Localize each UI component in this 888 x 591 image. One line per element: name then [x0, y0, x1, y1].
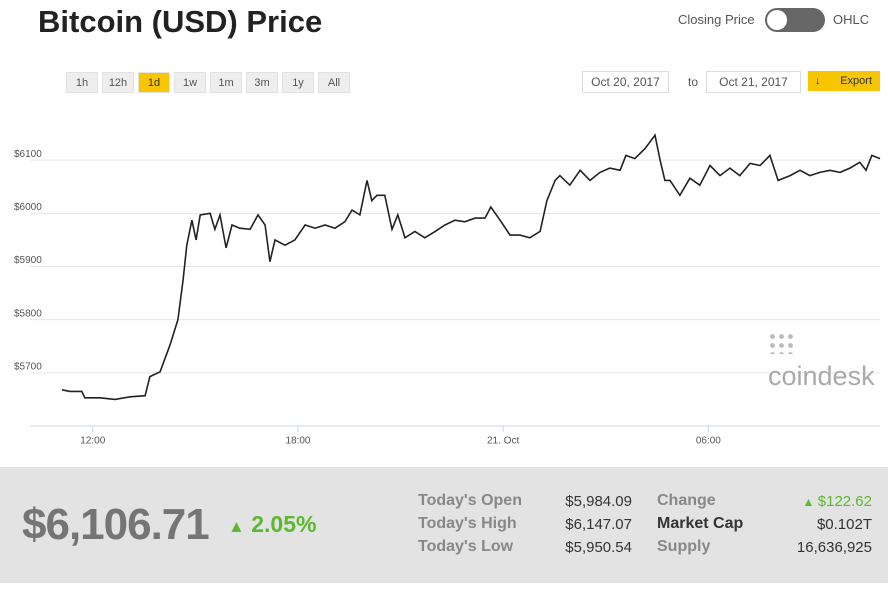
- logo-icon: [768, 332, 796, 354]
- x-tick-label: 12:00: [80, 436, 105, 447]
- range-button[interactable]: 1w: [174, 72, 206, 93]
- export-label: Export: [840, 75, 872, 87]
- stat-label: Today's High: [418, 515, 517, 532]
- date-input[interactable]: Oct 21, 2017: [706, 71, 801, 93]
- range-button[interactable]: 3m: [246, 72, 278, 93]
- stat-label: Change: [657, 492, 716, 509]
- y-tick-label: $5700: [14, 361, 42, 372]
- summary-panel: [0, 467, 888, 583]
- y-tick-label: $6000: [14, 202, 42, 213]
- toggle-knob: [767, 10, 787, 30]
- chart: $5700 $5800 $5900 $6000 $6100 12:00 18:00 21. O…: [14, 133, 881, 447]
- change-pct: ▲ 2.05%: [228, 511, 317, 537]
- arrow-icon: ↓: [815, 75, 821, 87]
- range-button[interactable]: 1h: [66, 72, 98, 93]
- range-button[interactable]: 1m: [210, 72, 242, 93]
- price-line: [61, 133, 881, 401]
- toggle-label: Closing Price: [678, 12, 755, 27]
- x-tick-label: 21. Oct: [487, 436, 519, 447]
- change-pct-value: 2.05%: [251, 511, 317, 537]
- watermark-text: coindesk: [768, 361, 875, 391]
- stat-label: Supply: [657, 538, 711, 555]
- toggle-label: OHLC: [833, 12, 870, 27]
- export-button[interactable]: ↓ Export: [808, 71, 880, 91]
- range-button[interactable]: All: [318, 72, 350, 93]
- to-label: to: [688, 75, 699, 89]
- range-button[interactable]: 1d: [138, 72, 170, 93]
- y-tick-label: $6100: [14, 149, 42, 160]
- watermark: coindesk: [768, 330, 888, 392]
- stat-label: Market Cap: [657, 515, 744, 532]
- range-button[interactable]: 12h: [102, 72, 134, 93]
- stat-value: $0.102T: [816, 516, 872, 533]
- stat-value: $6,147.07: [565, 516, 632, 533]
- y-tick-label: $5900: [14, 255, 42, 266]
- stat-label: Today's Open: [418, 492, 522, 509]
- x-tick-label: 06:00: [696, 436, 721, 447]
- up-icon: ▲: [802, 495, 818, 509]
- title: Bitcoin (USD) Price: [38, 4, 323, 39]
- date-input[interactable]: Oct 20, 2017: [582, 71, 669, 93]
- stat-value: ▲ $122.62: [802, 493, 872, 510]
- y-tick-label: $5800: [14, 308, 42, 319]
- stat-value: 16,636,925: [796, 539, 872, 556]
- price: $6,106.71: [22, 500, 210, 549]
- stat-label: Today's Low: [418, 538, 514, 555]
- range-button[interactable]: 1y: [282, 72, 314, 93]
- stat-value: $5,950.54: [565, 539, 632, 556]
- x-tick-label: 18:00: [285, 436, 310, 447]
- stat-value: $5,984.09: [565, 493, 632, 510]
